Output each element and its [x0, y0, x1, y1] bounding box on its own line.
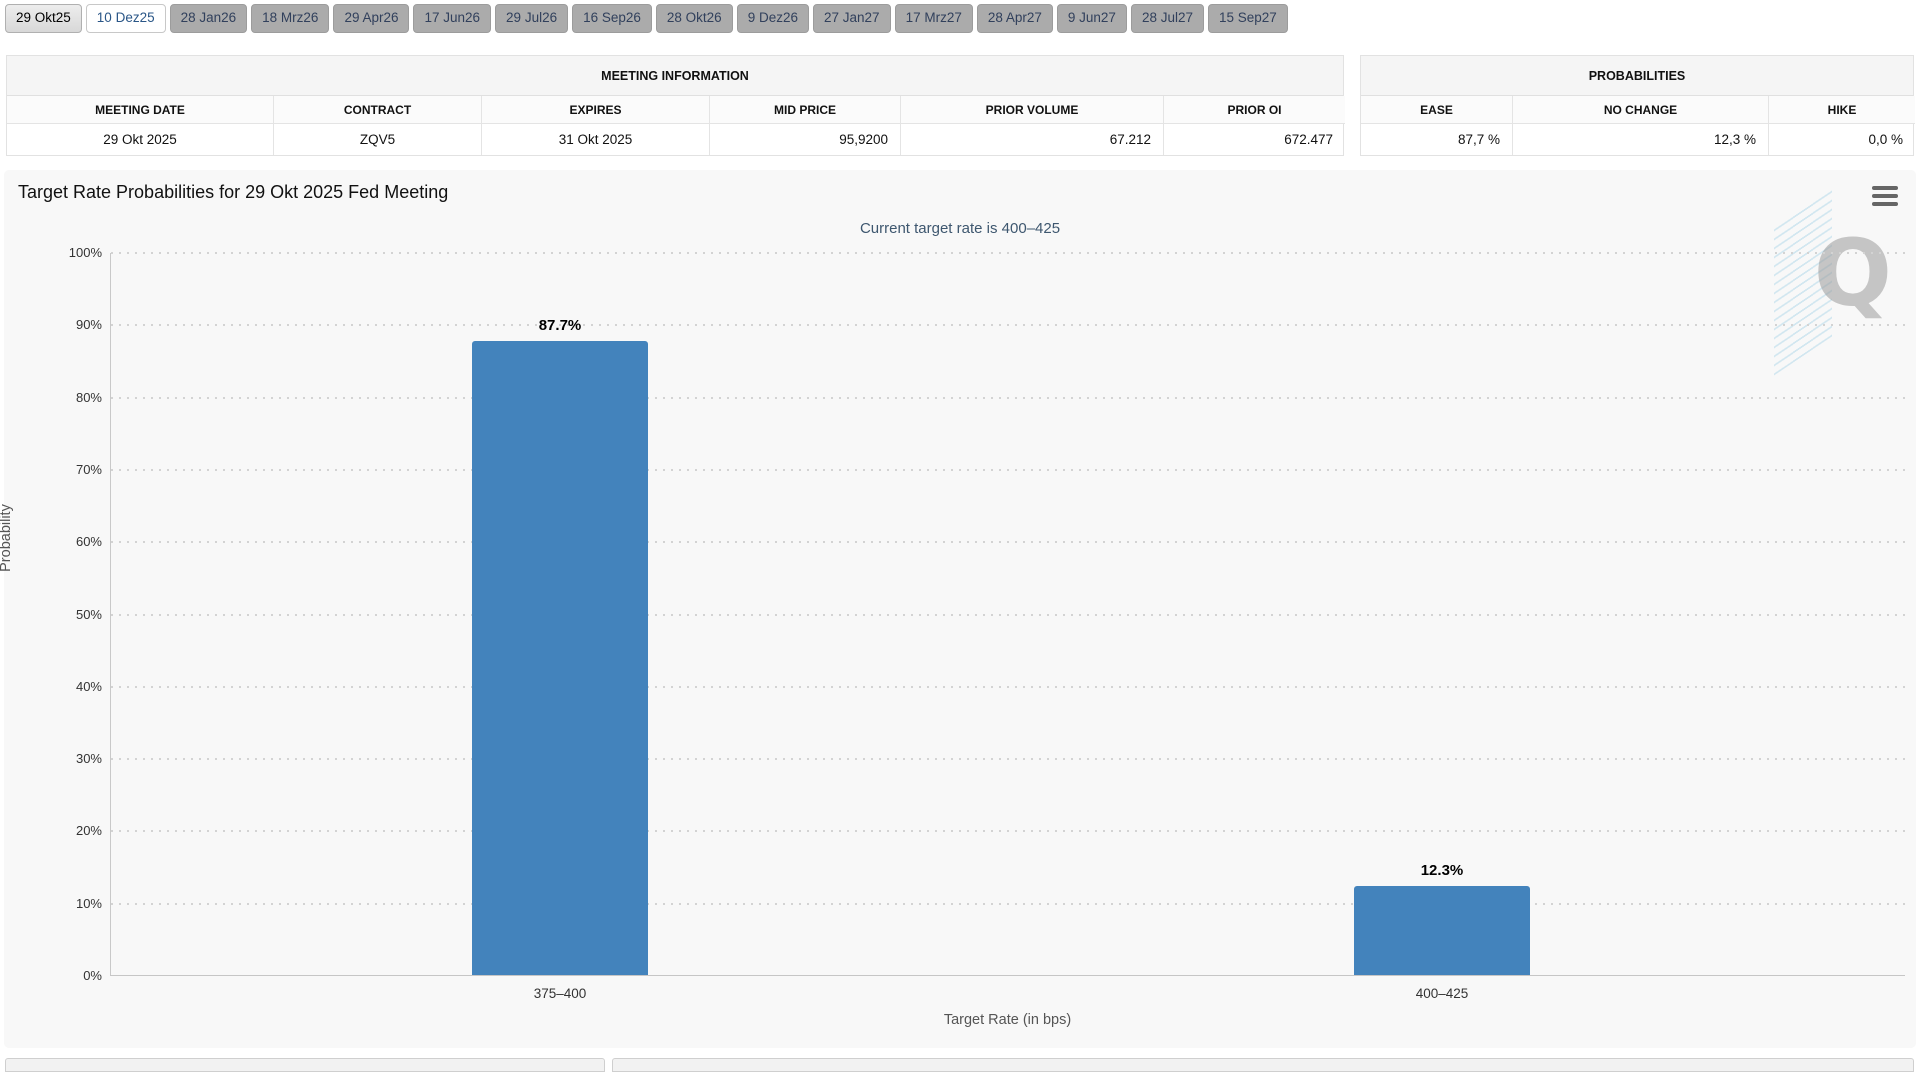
meeting-information-value-cell: 672.477 — [1284, 132, 1333, 147]
x-axis-title: Target Rate (in bps) — [943, 1012, 1072, 1028]
probabilities-value-cell: 12,3 % — [1513, 124, 1769, 155]
target-rate-probabilities-chart: Target Rate Probabilities for 29 Okt 202… — [0, 170, 1916, 1048]
probabilities-value-cell: 0,0 % — [1868, 132, 1903, 147]
meeting-date-tabs: 29 Okt25 10 Dez25 28 Jan26 18 Mrz26 29 Apr26… — [5, 4, 1288, 33]
gridline-10% — [111, 902, 1905, 905]
next-section-left-panel — [5, 1058, 605, 1072]
bar-data-label: 87.7% — [538, 316, 582, 334]
tab-17-mrz27[interactable]: 17 Mrz27 — [894, 4, 973, 33]
probability-bar-400–425[interactable] — [1354, 886, 1530, 975]
y-tick-label: 90% — [75, 317, 102, 333]
meeting-information-value-cell: 29 Okt 2025 — [7, 124, 274, 155]
y-tick-label: 10% — [75, 895, 102, 911]
probabilities-table: PROBABILITIES EASE NO CHANGE HIKE 87,7 % 12… — [1360, 55, 1915, 156]
y-tick-label: 50% — [75, 606, 102, 622]
x-category-label: 400–425 — [1415, 986, 1469, 1001]
y-tick-label: 100% — [68, 245, 102, 260]
meeting-information-column-header: MID PRICE — [710, 96, 901, 124]
hamburger-icon — [1872, 194, 1898, 198]
tab-27-jan27[interactable]: 27 Jan27 — [813, 4, 891, 33]
chart-title: Target Rate Probabilities for 29 Okt 202… — [18, 182, 449, 202]
gridline-50% — [111, 613, 1905, 616]
probabilities-column-header: EASE — [1361, 96, 1513, 124]
meeting-information-value-cell: 31 Okt 2025 — [482, 124, 710, 155]
chart-context-menu-button[interactable] — [1872, 186, 1898, 206]
meeting-information-header-row: MEETING DATE CONTRACT EXPIRES MID PRICE PRIO… — [7, 96, 1345, 124]
gridline-40% — [111, 685, 1905, 688]
hamburger-icon — [1872, 186, 1898, 190]
y-axis-title: Probability — [0, 504, 14, 572]
quikstrike-watermark: Q — [1772, 186, 1902, 376]
meeting-information-value-cell: 67.212 — [901, 124, 1164, 155]
gridline-20% — [111, 830, 1905, 833]
x-axis-line — [110, 975, 1905, 976]
probabilities-header-row: EASE NO CHANGE HIKE — [1361, 96, 1915, 124]
y-tick-label: 0% — [83, 968, 102, 983]
gridline-80% — [111, 396, 1905, 399]
y-tick-label: 40% — [75, 678, 102, 694]
tab-28-jan26[interactable]: 28 Jan26 — [169, 4, 248, 33]
meeting-information-value-cell: 95,9200 — [710, 124, 901, 155]
x-category-label: 375–400 — [533, 986, 587, 1001]
watermark-q-logo: Q — [1813, 220, 1892, 327]
probabilities-column-header: NO CHANGE — [1513, 96, 1769, 124]
tab-28-apr27[interactable]: 28 Apr27 — [976, 4, 1053, 33]
tab-29-okt25[interactable]: 29 Okt25 — [5, 4, 82, 33]
probability-bar-375–400[interactable] — [472, 340, 648, 975]
tab-16-sep26[interactable]: 16 Sep26 — [572, 4, 652, 33]
meeting-information-value-cell: ZQV5 — [274, 124, 482, 155]
meeting-information-column-header: CONTRACT — [274, 96, 482, 124]
meeting-information-column-header: EXPIRES — [482, 96, 710, 124]
tab-15-sep27[interactable]: 15 Sep27 — [1207, 4, 1288, 33]
probabilities-value-cell: 87,7 % — [1361, 124, 1513, 155]
tab-29-jul26[interactable]: 29 Jul26 — [495, 4, 569, 33]
gridline-90% — [111, 324, 1905, 327]
y-tick-label: 30% — [75, 751, 102, 767]
tab-18-mrz26[interactable]: 18 Mrz26 — [251, 4, 330, 33]
tab-28-okt26[interactable]: 28 Okt26 — [655, 4, 733, 33]
tab-9-jun27[interactable]: 9 Jun27 — [1056, 4, 1127, 33]
probabilities-value-row: 87,7 % 12,3 % 0,0 % — [1361, 124, 1913, 155]
y-axis-line — [110, 253, 111, 976]
plot-area: Target Rate (in bps) 0% 10% 20% 30% 40% 50% 60… — [69, 245, 1905, 1028]
tab-10-dez25[interactable]: 10 Dez25 — [85, 4, 166, 33]
probabilities-column-header: HIKE — [1769, 96, 1915, 124]
tab-28-jul27[interactable]: 28 Jul27 — [1130, 4, 1204, 33]
y-tick-label: 70% — [75, 461, 102, 477]
meeting-information-table: MEETING INFORMATION MEETING DATE CONTRACT… — [6, 55, 1345, 156]
meeting-information-column-header: MEETING DATE — [7, 96, 274, 124]
y-tick-label: 80% — [75, 389, 102, 405]
chart-subtitle: Current target rate is 400–425 — [859, 220, 1061, 237]
meeting-information-column-header: PRIOR VOLUME — [901, 96, 1164, 124]
meeting-information-value-row: 29 Okt 2025 ZQV5 31 Okt 2025 95,9200 67.212 6… — [7, 124, 1343, 155]
tab-17-jun26[interactable]: 17 Jun26 — [413, 4, 492, 33]
hamburger-icon — [1872, 202, 1898, 206]
gridline-100% — [111, 252, 1905, 254]
gridline-30% — [111, 758, 1905, 761]
next-section-right-panel — [612, 1058, 1914, 1072]
meeting-information-column-header: PRIOR OI — [1164, 96, 1345, 124]
probabilities-title: PROBABILITIES — [1361, 56, 1913, 96]
bar-data-label: 12.3% — [1420, 862, 1464, 880]
tab-29-apr26[interactable]: 29 Apr26 — [333, 4, 410, 33]
gridline-70% — [111, 468, 1905, 471]
tab-9-dez26[interactable]: 9 Dez26 — [736, 4, 809, 33]
y-tick-label: 20% — [75, 823, 102, 839]
gridline-60% — [111, 541, 1905, 544]
y-tick-label: 60% — [75, 534, 102, 550]
meeting-information-title: MEETING INFORMATION — [7, 56, 1343, 96]
